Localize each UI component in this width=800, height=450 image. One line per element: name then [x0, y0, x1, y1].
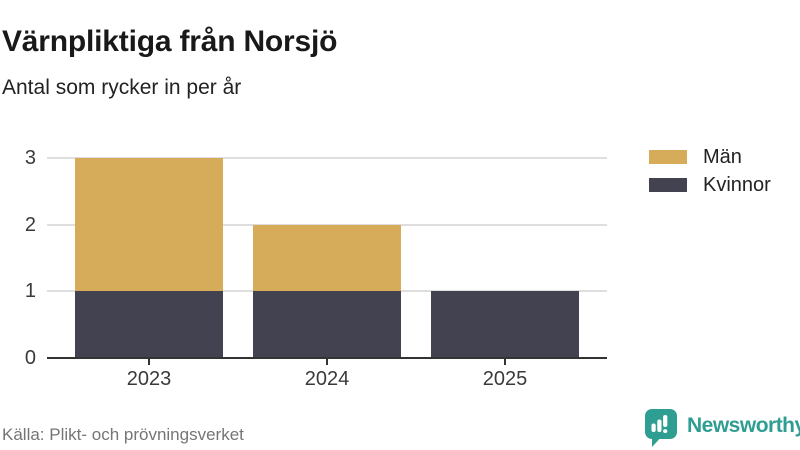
- brand-name: Newsworthy: [687, 414, 800, 437]
- chart-subtitle: Antal som rycker in per år: [2, 76, 242, 99]
- bar-2023-kvinnor: [75, 291, 223, 358]
- newsworthy-logo[interactable]: Newsworthy: [644, 408, 800, 448]
- y-tick-label-1: 1: [24, 280, 36, 303]
- bar-2023-män: [75, 158, 223, 292]
- plot-area: 0 1 2 3 2023 2024 2025: [25, 147, 607, 390]
- x-tick-mark-2023: [148, 358, 150, 365]
- legend-label-men: Män: [703, 145, 742, 168]
- bar-2024-män: [253, 224, 401, 292]
- legend-swatch-men: [649, 150, 687, 164]
- x-tick-mark-2025: [504, 358, 506, 365]
- y-tick-label-0: 0: [24, 347, 36, 369]
- bar-2025-kvinnor: [431, 291, 579, 358]
- x-tick-mark-2024: [326, 358, 328, 365]
- gridline-3: [47, 157, 607, 159]
- bar-2024-kvinnor: [253, 291, 401, 358]
- legend-swatch-women: [649, 178, 687, 192]
- y-tick-label-2: 2: [24, 213, 36, 236]
- gridline-2: [47, 223, 607, 226]
- legend-item-men: Män: [649, 143, 771, 171]
- x-tick-label-2023: 2023: [126, 368, 172, 390]
- source-note: Källa: Plikt- och prövningsverket: [2, 425, 244, 444]
- legend: Män Kvinnor: [649, 143, 771, 199]
- legend-label-women: Kvinnor: [703, 173, 771, 196]
- y-tick-label-3: 3: [24, 147, 36, 169]
- x-tick-label-2025: 2025: [482, 368, 528, 390]
- x-tick-label-2024: 2024: [304, 368, 350, 390]
- legend-item-women: Kvinnor: [649, 171, 771, 199]
- chart-title: Värnpliktiga från Norsjö: [2, 25, 338, 59]
- newsworthy-bubble-chart-icon: [644, 408, 678, 448]
